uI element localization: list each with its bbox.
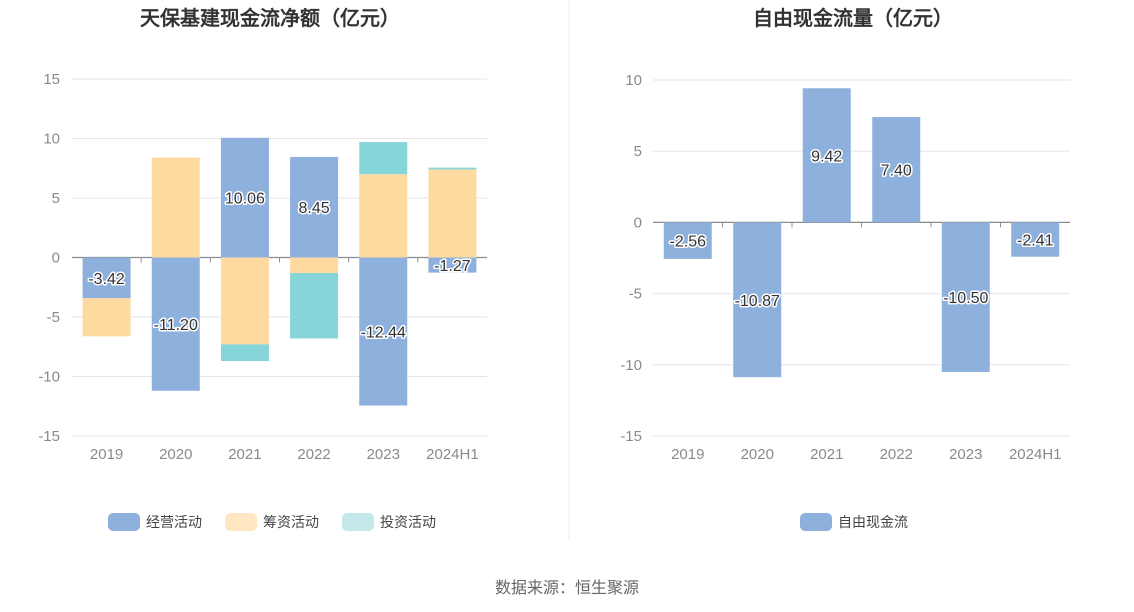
chart-1-bar-自由现金流-2024H1 xyxy=(1011,222,1060,257)
chart-0-y-tick-label: -5 xyxy=(47,309,60,326)
chart-1-bar-自由现金流-2021 xyxy=(802,88,851,223)
chart-1-y-tick-label: 10 xyxy=(625,72,642,89)
chart-1-y-tick-label: -10 xyxy=(620,357,642,374)
chart-0-data-label: -11.20 xyxy=(154,317,198,334)
chart-1-x-tick-label: 2019 xyxy=(671,446,704,463)
chart-0-data-label: 10.06 xyxy=(225,191,265,208)
chart-0-data-label: -1.27 xyxy=(434,258,471,275)
chart-0-bar-投资活动-2023 xyxy=(359,142,408,175)
chart-0-x-tick-label: 2021 xyxy=(228,446,261,463)
chart-0-x-tick-label: 2019 xyxy=(90,446,123,463)
chart-1-data-label: -2.56 xyxy=(670,234,707,251)
chart-0-bar-经营活动-2024H1 xyxy=(428,257,477,273)
chart-0-y-tick-label: 5 xyxy=(52,190,60,207)
chart-1-x-tick-label: 2020 xyxy=(741,446,774,463)
chart-0-legend-label: 筹资活动 xyxy=(263,514,319,531)
chart-1-data-label: -10.50 xyxy=(943,290,988,307)
chart-0-bar-投资活动-2022 xyxy=(290,272,339,339)
chart-0-x-tick-label: 2024H1 xyxy=(426,446,479,463)
chart-0-data-label: 8.45 xyxy=(299,200,330,217)
chart-0-bar-投资活动-2021 xyxy=(220,344,269,362)
chart-1-x-tick-label: 2021 xyxy=(810,446,843,463)
chart-1-x-tick-label: 2024H1 xyxy=(1009,446,1062,463)
chart-1-y-tick-label: 0 xyxy=(634,214,642,231)
chart-1-title: 自由现金流量（亿元） xyxy=(753,6,953,30)
chart-0-y-tick-label: 0 xyxy=(52,250,60,267)
chart-1-legend-label: 自由现金流 xyxy=(838,515,908,531)
chart-0-x-tick-label: 2023 xyxy=(367,446,400,463)
chart-0-legend-label: 经营活动 xyxy=(146,515,202,531)
chart-0-data-label: -12.44 xyxy=(361,325,406,342)
chart-0-bar-筹资活动-2023 xyxy=(359,174,408,258)
chart-1-data-label: 7.40 xyxy=(881,163,912,180)
chart-0-data-label: -3.42 xyxy=(88,271,125,288)
chart-1-data-label: -10.87 xyxy=(735,293,780,310)
chart-1-legend-swatch xyxy=(800,513,832,531)
chart-1-x-tick-label: 2023 xyxy=(949,446,982,463)
chart-0-legend-swatch xyxy=(342,513,374,531)
chart-0-legend-swatch xyxy=(225,513,257,531)
chart-1-bar-自由现金流-2019 xyxy=(663,222,712,259)
chart-1-y-tick-label: -15 xyxy=(620,428,642,445)
chart-0-x-tick-label: 2020 xyxy=(159,446,192,463)
chart-0-bar-筹资活动-2024H1 xyxy=(428,169,477,258)
chart-0-bar-经营活动-2020 xyxy=(151,257,200,391)
chart-1-y-tick-label: 5 xyxy=(634,143,642,160)
chart-0-bar-筹资活动-2020 xyxy=(151,157,200,258)
chart-0-bar-筹资活动-2022 xyxy=(290,257,339,273)
chart-0-bar-经营活动-2022 xyxy=(290,156,339,258)
chart-0-bar-经营活动-2021 xyxy=(220,137,269,258)
chart-0-bar-投资活动-2024H1 xyxy=(428,167,477,170)
chart-0-legend-label: 投资活动 xyxy=(380,515,436,531)
chart-0-legend-swatch xyxy=(108,513,140,531)
chart-0-bar-筹资活动-2019 xyxy=(82,298,131,337)
chart-0-y-tick-label: 15 xyxy=(43,71,60,88)
chart-0-bar-筹资活动-2021 xyxy=(220,257,269,345)
source-note: 数据来源：恒生聚源 xyxy=(494,578,639,597)
chart-1-bar-自由现金流-2020 xyxy=(733,222,782,378)
chart-1-data-label: 9.42 xyxy=(811,148,842,165)
chart-0-y-tick-label: 10 xyxy=(43,131,60,148)
chart-1-data-label: -2.41 xyxy=(1017,233,1054,250)
chart-0-bar-经营活动-2023 xyxy=(359,257,408,406)
chart-0-bar-经营活动-2019 xyxy=(82,257,131,299)
chart-1-y-tick-label: -5 xyxy=(629,286,642,303)
chart-0-y-tick-label: -15 xyxy=(38,428,60,445)
chart-1-bar-自由现金流-2022 xyxy=(872,117,921,223)
chart-1-x-tick-label: 2022 xyxy=(880,446,913,463)
chart-0-y-tick-label: -10 xyxy=(38,369,60,386)
chart-1-bar-自由现金流-2023 xyxy=(941,222,990,372)
chart-0-x-tick-label: 2022 xyxy=(297,446,330,463)
chart-0-title: 天保基建现金流净额（亿元） xyxy=(140,6,400,30)
